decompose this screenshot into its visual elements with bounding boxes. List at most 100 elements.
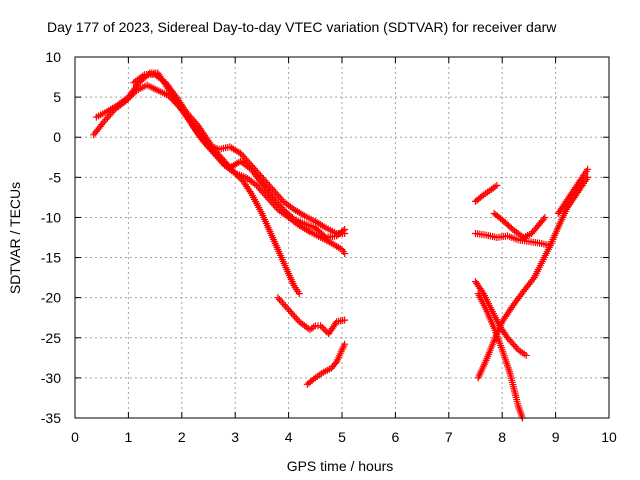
data-point (257, 187, 265, 195)
data-point (280, 301, 288, 309)
series-track-g (472, 181, 501, 205)
data-point (275, 192, 283, 200)
data-point (278, 196, 286, 204)
series-track-m (554, 165, 592, 217)
series-track-k (474, 173, 592, 382)
data-point (320, 325, 328, 333)
x-tick-label: 8 (498, 429, 506, 445)
y-tick-label: -25 (41, 330, 61, 346)
x-tick-labels: 0 1 2 3 4 5 6 7 8 9 10 (71, 429, 617, 445)
data-point (478, 192, 486, 200)
data-point (272, 189, 280, 197)
data-point (291, 313, 299, 321)
data-point (261, 177, 269, 185)
data-point (478, 288, 486, 296)
data-point (341, 316, 349, 324)
data-point (217, 158, 225, 166)
data-point (273, 191, 281, 199)
data-point (264, 180, 272, 188)
data-point (205, 144, 213, 152)
data-point (339, 227, 347, 235)
data-point (211, 151, 219, 159)
x-tick-label: 4 (285, 429, 293, 445)
data-point (317, 322, 325, 330)
data-point (219, 160, 227, 168)
y-axis-label: SDTVAR / TECUs (7, 182, 23, 294)
x-tick-label: 2 (178, 429, 186, 445)
data-point (341, 250, 349, 258)
data-point (210, 149, 218, 157)
y-tick-label: -10 (41, 209, 61, 225)
data-point (269, 200, 277, 208)
data-point (241, 154, 249, 162)
y-tick-label: 5 (53, 89, 61, 105)
data-point (106, 110, 114, 118)
data-point (295, 290, 303, 298)
x-tick-label: 9 (552, 429, 560, 445)
y-tick-label: 0 (53, 129, 61, 145)
data-point (331, 359, 339, 367)
series-track-l (474, 290, 526, 422)
x-axis-label: GPS time / hours (287, 458, 394, 474)
data-point (100, 117, 108, 125)
x-tick-label: 7 (445, 429, 453, 445)
series-track-i (490, 209, 549, 241)
data-point (202, 141, 210, 149)
data-point (183, 109, 191, 117)
data-point (122, 97, 130, 105)
data-point (186, 113, 194, 121)
axis-ticks (74, 56, 610, 419)
data-point (505, 335, 513, 343)
x-tick-label: 1 (125, 429, 133, 445)
data-point (577, 175, 585, 183)
x-tick-label: 10 (601, 429, 617, 445)
data-point (126, 93, 134, 101)
data-point (508, 339, 516, 347)
data-point (262, 192, 270, 200)
data-point (288, 309, 296, 317)
data-point (102, 115, 110, 123)
data-point (199, 137, 207, 145)
data-point (274, 294, 282, 302)
data-point (541, 213, 549, 221)
data-point (262, 178, 270, 186)
data-point (310, 375, 318, 383)
data-point (510, 341, 518, 349)
y-tick-label: -20 (41, 290, 61, 306)
chart-title: Day 177 of 2023, Sidereal Day-to-day VTE… (47, 19, 557, 35)
y-tick-label: -5 (49, 169, 62, 185)
data-point (271, 202, 279, 210)
data-point (164, 92, 172, 100)
data-point (269, 185, 277, 193)
data-point (513, 344, 521, 352)
data-point (243, 156, 251, 164)
data-point (213, 153, 221, 161)
data-point (204, 142, 212, 150)
data-point (103, 114, 111, 122)
data-point (272, 204, 280, 212)
y-tick-label: -30 (41, 370, 61, 386)
series-track-f (303, 340, 349, 388)
data-point (268, 199, 276, 207)
series-track-d (188, 121, 349, 258)
data-point (108, 109, 116, 117)
data-point (131, 88, 139, 96)
data-point (584, 165, 592, 173)
data-point (282, 302, 290, 310)
data-point (493, 181, 501, 189)
data-point (278, 299, 286, 307)
data-point (166, 93, 174, 101)
x-tick-label: 5 (338, 429, 346, 445)
data-point (270, 187, 278, 195)
data-point (246, 188, 254, 196)
data-point (292, 314, 300, 322)
data-point (240, 153, 248, 161)
data-point (507, 337, 515, 345)
data-point (276, 194, 284, 202)
data-point (110, 107, 118, 115)
data-point (260, 190, 268, 198)
data-point (128, 91, 136, 99)
data-point (540, 215, 548, 223)
data-point (341, 225, 349, 233)
